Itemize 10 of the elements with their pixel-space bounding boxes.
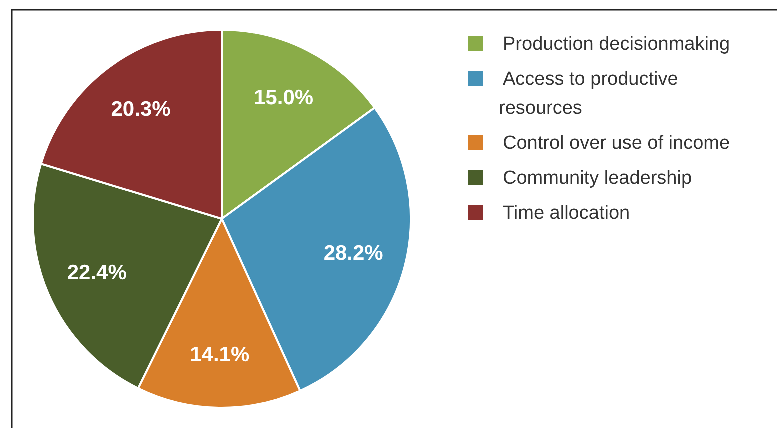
data-label: 20.3%: [111, 98, 172, 122]
legend-label: Production decisionmaking: [503, 34, 730, 54]
legend-label: Control over use of income: [503, 132, 730, 154]
legend-label: Access to productive resources: [499, 68, 678, 118]
legend-label: Community leadership: [503, 168, 692, 188]
data-label: 28.2%: [324, 242, 384, 266]
data-label: 14.1%: [190, 344, 250, 367]
data-label: 22.4%: [67, 262, 128, 285]
data-label: 15.0%: [254, 86, 314, 110]
legend-label: Time allocation: [503, 202, 630, 224]
